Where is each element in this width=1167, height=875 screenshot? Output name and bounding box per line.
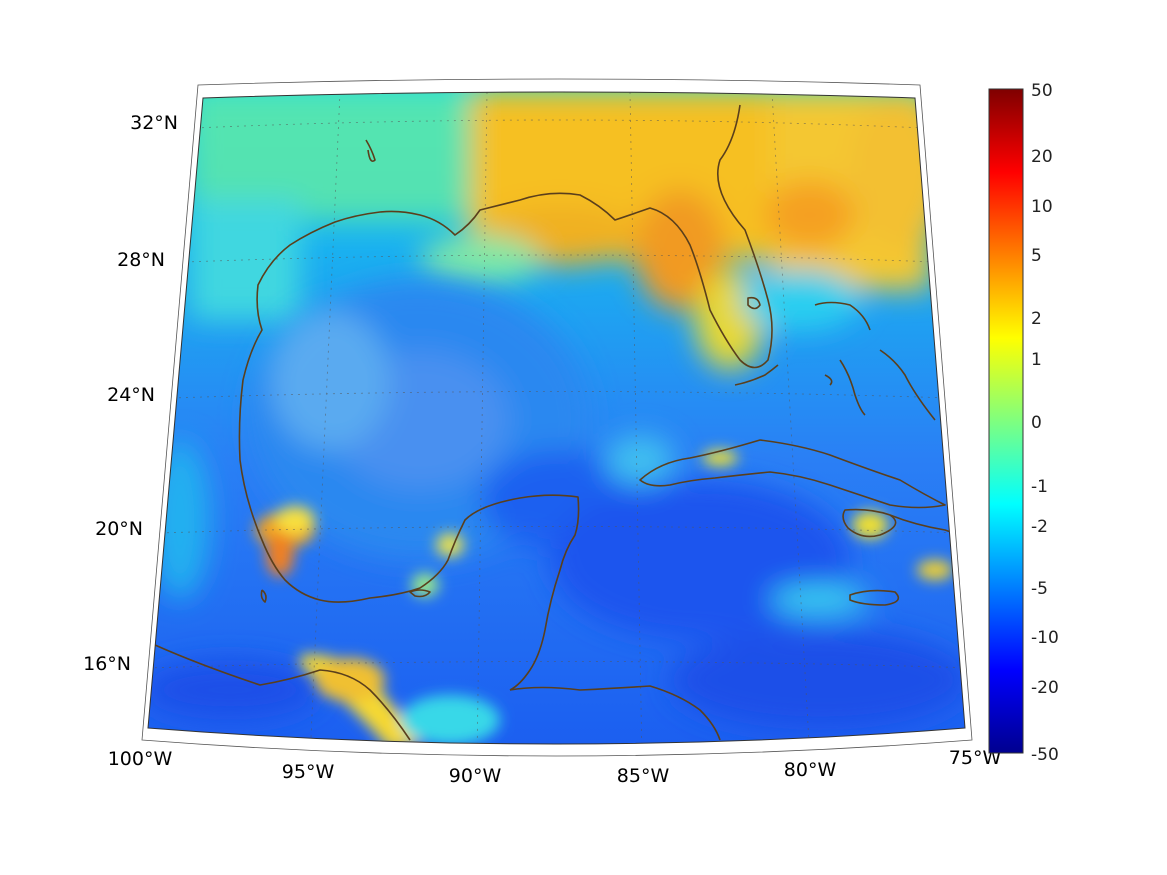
colorbar-label: 1: [1031, 350, 1042, 370]
map-outer-frame: [141, 78, 973, 757]
colorbar-label: -10: [1031, 628, 1059, 648]
coastlines: [154, 104, 965, 741]
lon-label-100: 100°W: [108, 748, 173, 770]
colorbar-label: 10: [1031, 197, 1053, 217]
lon-label-95: 95°W: [282, 761, 335, 783]
colorbar-label: -50: [1031, 745, 1059, 765]
map-frame: [147, 91, 966, 745]
lat-label-20: 20°N: [95, 518, 143, 540]
colorbar-label: 5: [1031, 246, 1042, 266]
lon-label-85: 85°W: [617, 765, 670, 787]
colorbar-label: 2: [1031, 309, 1042, 329]
lat-label-28: 28°N: [117, 249, 165, 271]
colorbar-label: 20: [1031, 147, 1053, 167]
lon-label-90: 90°W: [449, 765, 502, 787]
colorbar-label: -5: [1031, 579, 1048, 599]
colorbar-label: -1: [1031, 477, 1048, 497]
colorbar-label: -20: [1031, 678, 1059, 698]
lat-label-32: 32°N: [130, 112, 178, 134]
lon-label-80: 80°W: [784, 759, 837, 781]
latitude-labels: 32°N 28°N 24°N 20°N 16°N: [83, 112, 178, 675]
map-field: [148, 92, 965, 744]
lon-label-75: 75°W: [949, 747, 1002, 769]
colorbar-labels: 50 20 10 5 2 1 0 -1 -2 -5 -10 -20 -50: [1031, 81, 1059, 765]
graticule: [148, 92, 965, 744]
lat-label-24: 24°N: [107, 384, 155, 406]
colorbar-label: 50: [1031, 81, 1053, 101]
longitude-labels: 100°W 95°W 90°W 85°W 80°W 75°W: [108, 747, 1002, 787]
colorbar-label: -2: [1031, 517, 1048, 537]
colorbar: [988, 88, 1024, 754]
lat-label-16: 16°N: [83, 653, 131, 675]
colorbar-label: 0: [1031, 413, 1042, 433]
